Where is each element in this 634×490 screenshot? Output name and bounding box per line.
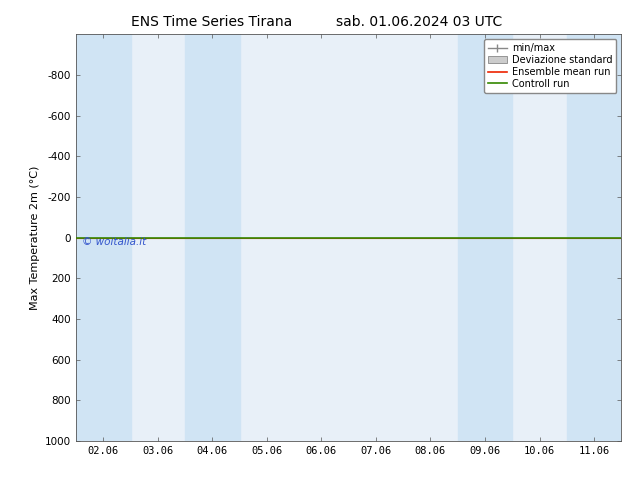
Bar xyxy=(185,34,240,441)
Bar xyxy=(76,34,131,441)
Legend: min/max, Deviazione standard, Ensemble mean run, Controll run: min/max, Deviazione standard, Ensemble m… xyxy=(484,39,616,93)
Text: ENS Time Series Tirana          sab. 01.06.2024 03 UTC: ENS Time Series Tirana sab. 01.06.2024 0… xyxy=(131,15,503,29)
Bar xyxy=(458,34,512,441)
Text: © woitalia.it: © woitalia.it xyxy=(82,237,146,247)
Y-axis label: Max Temperature 2m (°C): Max Temperature 2m (°C) xyxy=(30,166,39,310)
Bar xyxy=(567,34,621,441)
